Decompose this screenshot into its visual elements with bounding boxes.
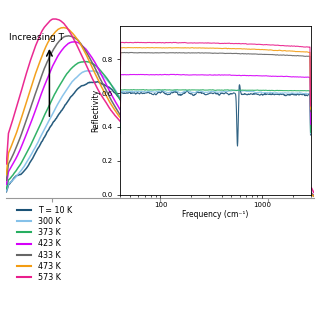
Legend: T = 10 K, 300 K, 373 K, 423 K, 433 K, 473 K, 573 K: T = 10 K, 300 K, 373 K, 423 K, 433 K, 47… — [14, 203, 75, 285]
Text: Increasing T: Increasing T — [10, 33, 64, 42]
